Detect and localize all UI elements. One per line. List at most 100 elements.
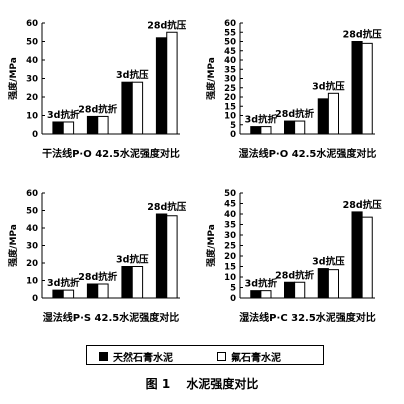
bar-3-1-0 xyxy=(284,281,296,299)
y-tick-label-2-3: 30 xyxy=(26,242,38,252)
y-tick-label-3-8: 40 xyxy=(224,210,236,220)
bar-label-0-0: 3d抗折 xyxy=(47,109,80,121)
y-tick-label-1-1: 5 xyxy=(230,121,236,131)
bar-1-2-0 xyxy=(317,98,329,135)
y-axis-label-2: 强度/MPa xyxy=(7,224,19,267)
bar-0-3-1 xyxy=(166,31,178,135)
bar-label-2-1: 28d抗折 xyxy=(78,271,118,283)
bar-2-0-1 xyxy=(62,289,75,299)
bar-label-1-0: 3d抗折 xyxy=(245,114,278,126)
y-tick-label-3-3: 15 xyxy=(224,263,236,273)
bar-0-1-1 xyxy=(97,115,109,135)
bar-label-2-2: 3d抗压 xyxy=(116,254,149,266)
bar-2-0-0 xyxy=(52,289,64,299)
y-tick-label-2-0: 0 xyxy=(32,294,38,304)
bar-2-3-0 xyxy=(155,213,168,299)
bar-0-0-1 xyxy=(62,121,75,135)
bar-3-0-0 xyxy=(250,290,262,299)
y-tick-label-2-4: 40 xyxy=(26,224,38,234)
bar-1-0-1 xyxy=(260,126,272,135)
bar-1-1-0 xyxy=(284,120,296,135)
y-tick-label-0-1: 10 xyxy=(26,112,38,122)
y-tick-label-3-9: 45 xyxy=(224,200,236,210)
bar-3-2-1 xyxy=(327,269,339,299)
y-tick-label-1-6: 30 xyxy=(224,75,236,85)
y-tick-label-3-6: 30 xyxy=(224,231,236,241)
bar-label-0-3: 28d抗压 xyxy=(147,19,187,31)
bar-label-3-2: 3d抗压 xyxy=(312,256,345,268)
bar-label-3-1: 28d抗折 xyxy=(275,269,315,281)
bar-2-2-0 xyxy=(121,266,133,299)
y-tick-label-1-9: 45 xyxy=(224,47,236,57)
bar-3-1-1 xyxy=(294,281,306,299)
bar-label-3-0: 3d抗折 xyxy=(245,278,278,290)
y-tick-label-1-7: 35 xyxy=(224,65,236,75)
legend: 天然石膏水泥 氟石膏水泥 xyxy=(86,345,324,365)
legend-swatch-natural-gypsum xyxy=(99,352,108,361)
bar-label-2-0: 3d抗折 xyxy=(47,277,80,289)
y-axis-label-0: 强度/MPa xyxy=(7,57,19,100)
y-tick-label-1-5: 25 xyxy=(224,84,236,94)
y-tick-label-0-0: 0 xyxy=(32,130,38,140)
bar-label-3-3: 28d抗压 xyxy=(343,199,383,211)
y-tick-label-3-0: 0 xyxy=(230,294,236,304)
y-tick-label-3-4: 20 xyxy=(224,252,236,262)
bar-2-1-1 xyxy=(97,283,109,299)
chart-title-3: 湿法线P·C 32.5水泥强度对比 xyxy=(239,311,376,324)
legend-label-fluorogypsum: 氟石膏水泥 xyxy=(231,353,281,364)
bar-1-3-0 xyxy=(351,41,363,135)
y-axis-label-1: 强度/MPa xyxy=(205,57,217,100)
bar-1-0-0 xyxy=(250,126,262,135)
y-tick-label-2-2: 20 xyxy=(26,259,38,269)
y-tick-label-2-1: 10 xyxy=(26,277,38,287)
y-tick-label-1-11: 55 xyxy=(224,28,236,38)
y-tick-label-1-8: 40 xyxy=(224,56,236,66)
bar-0-2-1 xyxy=(131,81,144,135)
legend-item-natural-gypsum: 天然石膏水泥 xyxy=(99,349,173,364)
bar-3-2-0 xyxy=(317,268,329,299)
y-tick-label-2-6: 60 xyxy=(26,189,38,199)
y-tick-label-1-0: 0 xyxy=(230,130,236,140)
y-tick-label-0-2: 20 xyxy=(26,93,38,103)
y-tick-label-3-10: 50 xyxy=(224,189,236,199)
bar-2-3-1 xyxy=(166,215,178,299)
bar-label-1-2: 3d抗压 xyxy=(312,80,345,92)
y-tick-label-3-2: 10 xyxy=(224,273,236,283)
y-tick-label-1-10: 50 xyxy=(224,38,236,48)
bar-label-1-3: 28d抗压 xyxy=(343,29,383,41)
legend-item-fluorogypsum: 氟石膏水泥 xyxy=(217,349,281,364)
bar-1-3-1 xyxy=(361,42,373,135)
bar-label-2-3: 28d抗压 xyxy=(147,201,187,213)
y-tick-label-1-2: 10 xyxy=(224,112,236,122)
legend-swatch-fluorogypsum xyxy=(217,352,226,361)
bar-3-3-0 xyxy=(351,211,363,299)
bar-0-3-0 xyxy=(155,37,168,135)
y-tick-label-2-5: 50 xyxy=(26,207,38,217)
y-tick-label-3-7: 35 xyxy=(224,221,236,231)
bar-label-0-2: 3d抗压 xyxy=(116,69,149,81)
bar-2-1-0 xyxy=(86,283,99,299)
bar-0-2-0 xyxy=(121,81,133,135)
bar-label-1-1: 28d抗折 xyxy=(275,108,315,120)
bar-2-2-1 xyxy=(131,266,144,299)
y-tick-label-3-5: 25 xyxy=(224,242,236,252)
bar-1-2-1 xyxy=(327,92,339,135)
bar-3-0-1 xyxy=(260,290,272,299)
chart-title-0: 干法线P·O 42.5水泥强度对比 xyxy=(42,147,180,160)
y-tick-label-1-12: 60 xyxy=(224,19,236,29)
bar-1-1-1 xyxy=(294,120,306,135)
bar-label-0-1: 28d抗折 xyxy=(78,103,118,115)
y-tick-label-3-1: 5 xyxy=(230,284,236,294)
y-axis-label-3: 强度/MPa xyxy=(205,224,217,267)
y-tick-label-0-4: 40 xyxy=(26,56,38,66)
y-tick-label-1-3: 15 xyxy=(224,102,236,112)
y-tick-label-0-6: 60 xyxy=(26,19,38,29)
bar-0-1-0 xyxy=(86,115,99,135)
chart-title-2: 湿法线P·S 42.5水泥强度对比 xyxy=(43,311,179,324)
bar-3-3-1 xyxy=(361,216,373,299)
